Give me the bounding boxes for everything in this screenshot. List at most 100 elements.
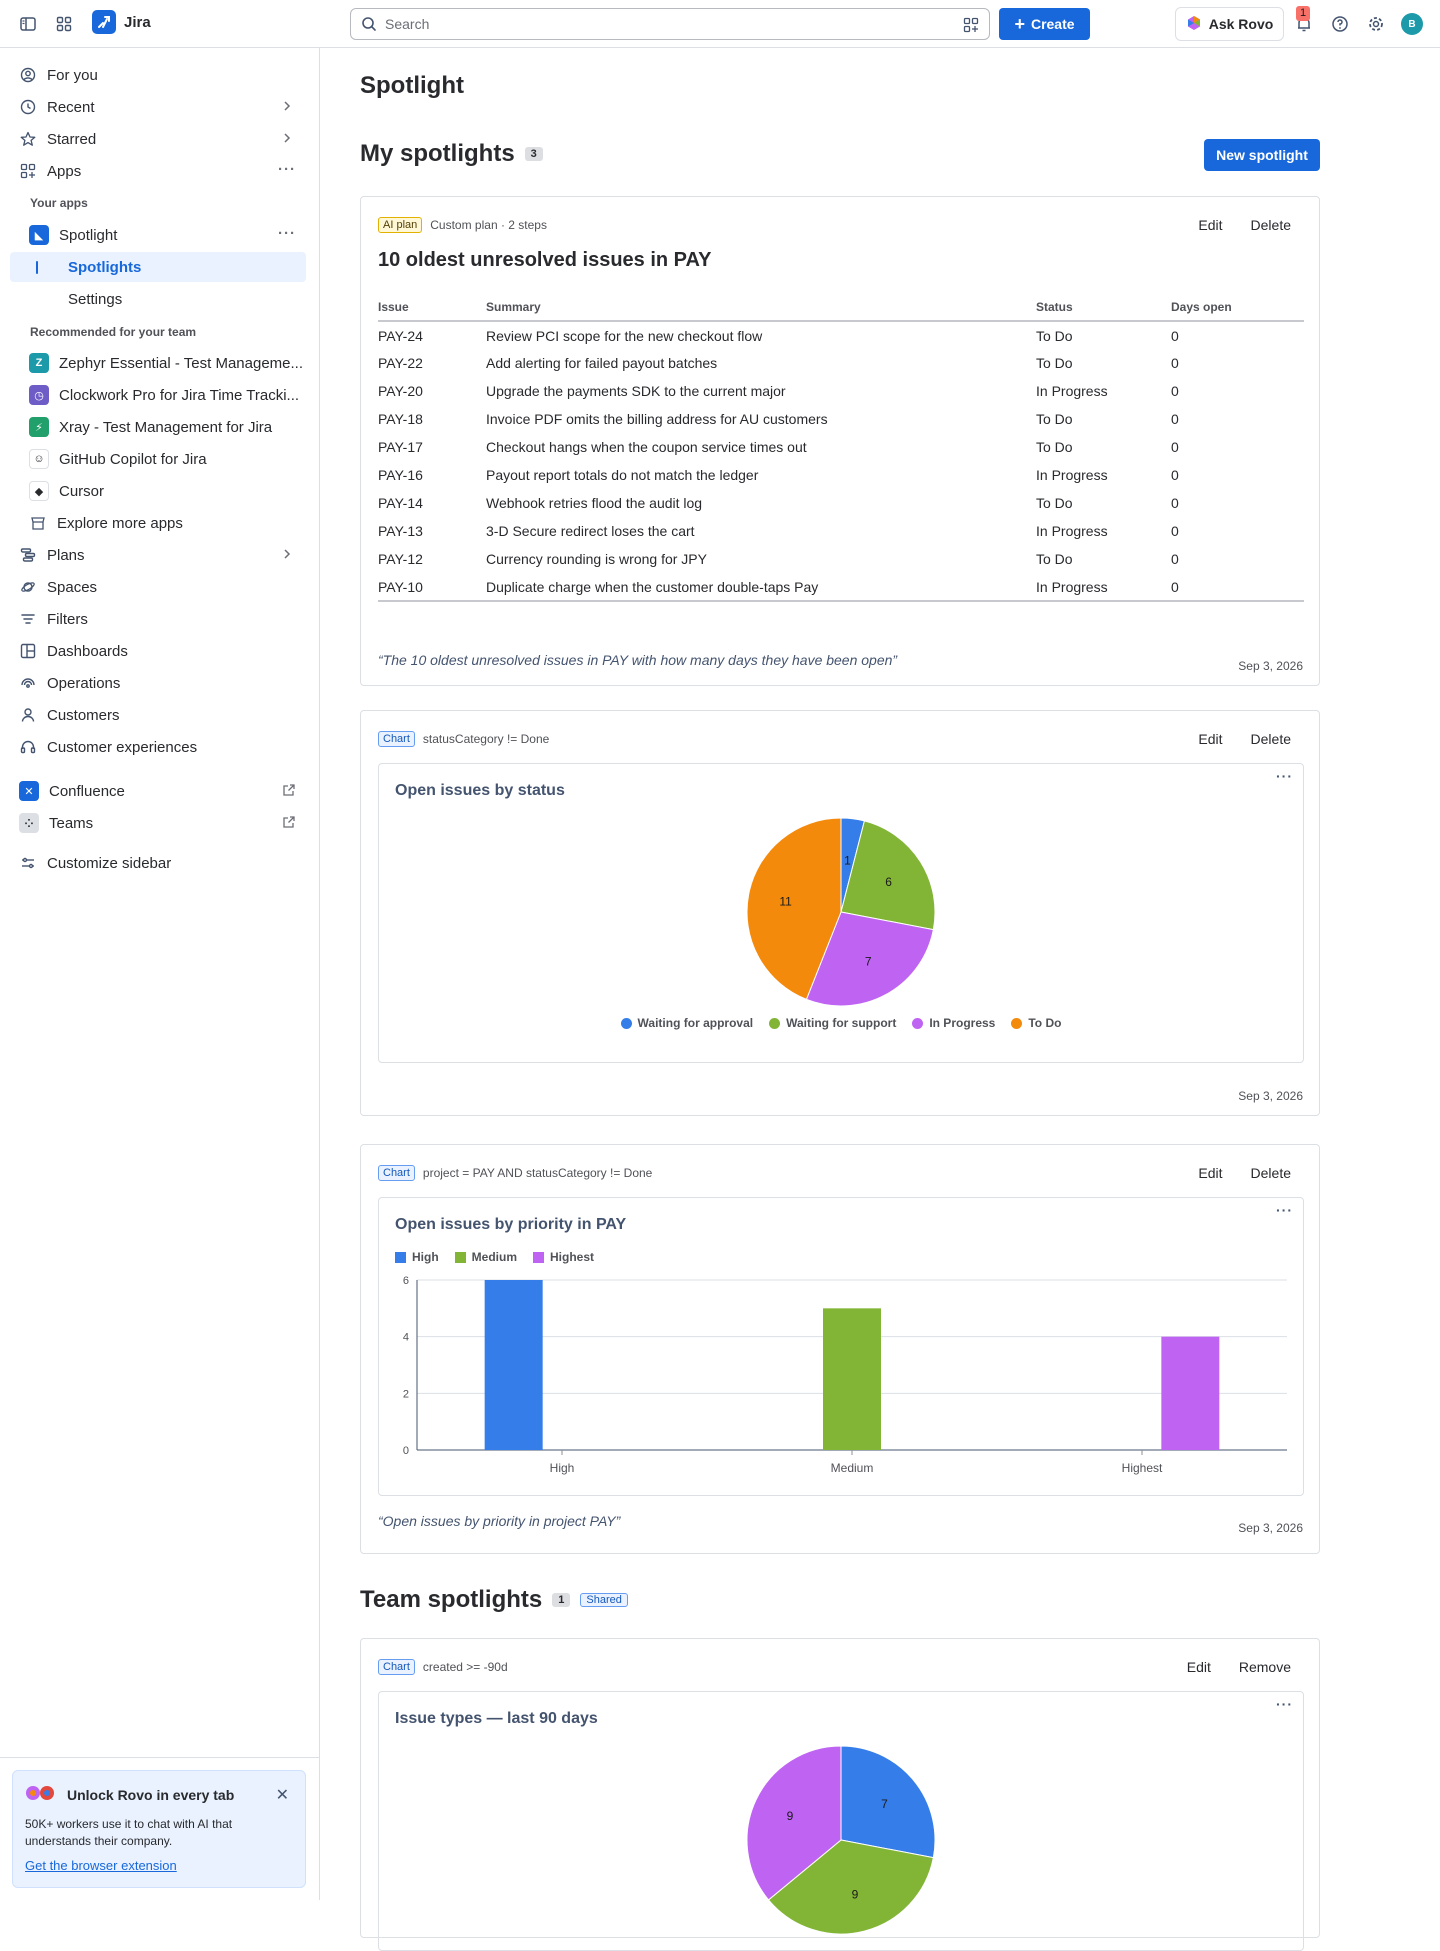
bar[interactable]: [1161, 1336, 1220, 1450]
pie-slice[interactable]: [840, 820, 936, 931]
remove-button[interactable]: Remove: [1238, 1659, 1291, 1675]
table-row[interactable]: PAY-10 Duplicate charge when the customer…: [378, 573, 1304, 602]
spotlight-card-status-chart: Chart statusCategory != Done Edit Delete…: [360, 710, 1320, 1116]
jira-logo[interactable]: Jira: [92, 10, 151, 34]
sidebar-item-explore-apps[interactable]: Explore more apps: [20, 508, 306, 538]
sidebar-item-label: Spotlight: [59, 226, 118, 244]
count-badge: 1: [552, 1593, 571, 1607]
more-options-icon[interactable]: ···: [1276, 1202, 1293, 1218]
operations-icon: [19, 674, 37, 692]
new-spotlight-button[interactable]: New spotlight: [1204, 139, 1320, 171]
sidebar-item-filters[interactable]: Filters: [10, 604, 306, 634]
legend-item[interactable]: Waiting for support: [769, 1016, 896, 1030]
more-options-icon[interactable]: ···: [1276, 768, 1293, 784]
pie-slice[interactable]: [746, 817, 842, 1001]
sidebar: For you Recent Starred Apps ··· Your app…: [0, 48, 320, 1900]
table-row[interactable]: PAY-16 Payout report totals do not match …: [378, 461, 1304, 489]
apps-search-icon[interactable]: [963, 17, 979, 36]
pie-slice[interactable]: [805, 911, 934, 1007]
section-title: Team spotlights: [360, 1586, 543, 1613]
legend-item[interactable]: In Progress: [912, 1016, 995, 1030]
spotlight-card-ai-plan: AI plan Custom plan · 2 steps Edit Delet…: [360, 196, 1320, 686]
edit-button[interactable]: Edit: [1186, 1659, 1211, 1675]
sidebar-item-operations[interactable]: Operations: [10, 668, 306, 698]
browser-extension-link[interactable]: Get the browser extension: [25, 1858, 177, 1873]
sidebar-item-clockwork[interactable]: ◷ Clockwork Pro for Jira Time Tracki...: [20, 380, 306, 410]
sidebar-item-customers[interactable]: Customers: [10, 700, 306, 730]
table-row[interactable]: PAY-20 Upgrade the payments SDK to the cu…: [378, 377, 1304, 405]
pie-slice[interactable]: [840, 1745, 936, 1859]
sidebar-item-customer-experiences[interactable]: Customer experiences: [10, 732, 306, 762]
table-row[interactable]: PAY-13 3-D Secure redirect loses the cart…: [378, 517, 1304, 545]
card-meta: created >= -90d: [422, 1660, 508, 1674]
table-row[interactable]: PAY-17 Checkout hangs when the coupon ser…: [378, 433, 1304, 461]
help-icon[interactable]: [1324, 8, 1356, 40]
table-row[interactable]: PAY-22 Add alerting for failed payout bat…: [378, 349, 1304, 377]
summary-cell: Webhook retries flood the audit log: [486, 495, 703, 511]
legend-swatch: [454, 1251, 466, 1263]
sidebar-toggle-icon[interactable]: [12, 8, 44, 40]
legend-item[interactable]: Highest: [533, 1250, 594, 1264]
chart-panel: Open issues by status ··· 1 6 7 11 Waiting …: [378, 763, 1304, 1063]
days-open-cell: 0: [1171, 439, 1179, 455]
sidebar-item-spotlight[interactable]: ◣ Spotlight ···: [20, 220, 306, 250]
sidebar-item-spotlights[interactable]: Spotlights: [10, 252, 306, 282]
legend-item[interactable]: High: [395, 1250, 439, 1264]
sidebar-item-cursor[interactable]: ◆ Cursor: [20, 476, 306, 506]
legend-item[interactable]: To Do: [1011, 1016, 1061, 1030]
close-icon[interactable]: ✕: [275, 1787, 289, 1804]
edit-button[interactable]: Edit: [1198, 217, 1223, 233]
filter-icon: [19, 610, 37, 628]
delete-button[interactable]: Delete: [1250, 217, 1291, 233]
more-options-icon[interactable]: ···: [278, 225, 296, 242]
sidebar-divider: [0, 1757, 320, 1758]
legend-item[interactable]: Waiting for approval: [620, 1016, 753, 1030]
sidebar-item-label: Spotlights: [68, 258, 142, 276]
pie-slice[interactable]: [746, 1745, 842, 1901]
sidebar-item-for-you[interactable]: For you: [10, 60, 306, 90]
column-header-days-open: Days open: [1171, 293, 1304, 322]
table-row[interactable]: PAY-12 Currency rounding is wrong for JPY…: [378, 545, 1304, 573]
legend-label: In Progress: [929, 1016, 996, 1030]
settings-gear-icon[interactable]: [1360, 8, 1392, 40]
ask-rovo-button[interactable]: Ask Rovo: [1175, 7, 1284, 41]
app-switcher-icon[interactable]: [48, 8, 80, 40]
table-row[interactable]: PAY-18 Invoice PDF omits the billing addr…: [378, 405, 1304, 433]
sidebar-item-xray[interactable]: ⚡ Xray - Test Management for Jira: [20, 412, 306, 442]
delete-button[interactable]: Delete: [1250, 731, 1291, 747]
table-row[interactable]: PAY-24 Review PCI scope for the new check…: [378, 321, 1304, 349]
more-options-icon[interactable]: ···: [1276, 1696, 1293, 1712]
y-tick-label: 4: [403, 1332, 409, 1344]
create-button[interactable]: + Create: [999, 8, 1090, 40]
x-tick-label: Highest: [1122, 1461, 1163, 1475]
sidebar-item-spaces[interactable]: Spaces: [10, 572, 306, 602]
table-row[interactable]: PAY-14 Webhook retries flood the audit lo…: [378, 489, 1304, 517]
sidebar-item-settings[interactable]: Settings: [10, 284, 306, 314]
chart-tag: Chart: [378, 1165, 415, 1181]
column-header-status: Status: [1036, 293, 1171, 322]
sidebar-item-confluence[interactable]: ✕ Confluence: [10, 776, 306, 806]
sidebar-item-label: GitHub Copilot for Jira: [59, 450, 207, 468]
delete-button[interactable]: Delete: [1250, 1165, 1291, 1181]
pie-slice-label: 1: [844, 854, 851, 868]
sidebar-item-apps[interactable]: Apps ···: [10, 156, 306, 186]
sidebar-item-recent[interactable]: Recent: [10, 92, 306, 122]
sidebar-item-label: Apps: [47, 162, 82, 180]
more-options-icon[interactable]: ···: [278, 161, 296, 178]
bar[interactable]: [484, 1280, 543, 1450]
sidebar-item-plans[interactable]: Plans: [10, 540, 306, 570]
sidebar-item-customize[interactable]: Customize sidebar: [10, 848, 306, 878]
sidebar-item-starred[interactable]: Starred: [10, 124, 306, 154]
sidebar-item-github-copilot[interactable]: ☺ GitHub Copilot for Jira: [20, 444, 306, 474]
sidebar-item-zephyr[interactable]: Z Zephyr Essential - Test Manageme...: [20, 348, 306, 378]
sidebar-item-teams[interactable]: ⁘ Teams: [10, 808, 306, 838]
search-input[interactable]: Search: [350, 8, 990, 40]
edit-button[interactable]: Edit: [1198, 731, 1223, 747]
bar[interactable]: [823, 1308, 881, 1450]
edit-button[interactable]: Edit: [1198, 1165, 1223, 1181]
sidebar-item-dashboards[interactable]: Dashboards: [10, 636, 306, 666]
legend-item[interactable]: Medium: [454, 1250, 517, 1264]
user-avatar[interactable]: B: [1401, 13, 1423, 35]
issue-key-cell: PAY-13: [378, 523, 423, 539]
sidebar-item-label: Customer experiences: [47, 738, 198, 756]
